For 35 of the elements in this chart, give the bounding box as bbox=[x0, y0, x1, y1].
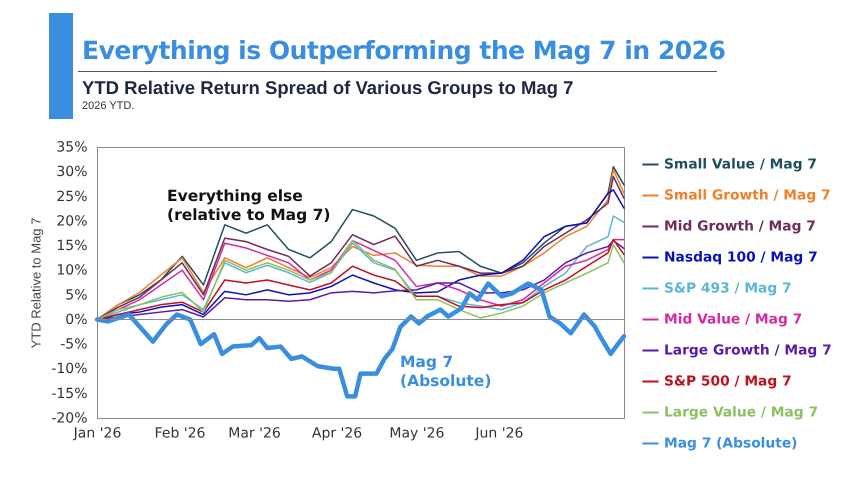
legend-label: Large Growth / Mag 7 bbox=[664, 342, 832, 358]
y-tick-label: 10% bbox=[56, 262, 88, 279]
y-tick-label: 0% bbox=[65, 312, 88, 328]
y-tick-label: 30% bbox=[56, 164, 88, 180]
y-tick-label: 5% bbox=[65, 287, 88, 304]
legend-label: S&P 493 / Mag 7 bbox=[664, 280, 792, 296]
annotation: Mag 7 (Absolute) bbox=[400, 353, 492, 390]
x-tick-label: Jan '26 bbox=[72, 426, 122, 442]
chart-title: Everything is Outperforming the Mag 7 in 2026 bbox=[82, 36, 726, 65]
annotation: Everything else (relative to Mag 7) bbox=[167, 187, 330, 224]
y-tick-label: 20% bbox=[56, 213, 88, 230]
x-tick-label: Jun '26 bbox=[474, 426, 524, 442]
y-tick-label: -10% bbox=[51, 361, 88, 378]
legend-label: Mag 7 (Absolute) bbox=[664, 436, 798, 452]
legend-label: S&P 500 / Mag 7 bbox=[664, 374, 792, 390]
y-tick-label: -5% bbox=[60, 336, 88, 353]
legend-label: Small Growth / Mag 7 bbox=[664, 188, 831, 204]
legend-label: Nasdaq 100 / Mag 7 bbox=[664, 250, 818, 266]
legend-label: Mid Growth / Mag 7 bbox=[664, 218, 816, 234]
legend-label: Mid Value / Mag 7 bbox=[664, 312, 802, 328]
y-axis-title: YTD Relative to Mag 7 bbox=[28, 218, 44, 348]
legend-label: Large Value / Mag 7 bbox=[664, 404, 818, 420]
x-tick-label: Feb '26 bbox=[154, 426, 206, 442]
y-tick-label: 15% bbox=[56, 238, 88, 254]
legend-label: Small Value / Mag 7 bbox=[664, 156, 817, 172]
x-tick-label: Apr '26 bbox=[312, 426, 362, 442]
line-series bbox=[94, 281, 626, 399]
chart-subtitle: YTD Relative Return Spread of Various Groups to Mag 7 bbox=[82, 77, 574, 99]
y-tick-label: -20% bbox=[51, 410, 88, 426]
text: 2026 YTD. bbox=[82, 100, 134, 112]
y-tick-label: -15% bbox=[51, 386, 88, 402]
x-tick-label: Mar '26 bbox=[228, 426, 281, 442]
y-tick-label: 25% bbox=[56, 188, 88, 205]
x-tick-label: May '26 bbox=[389, 426, 445, 442]
y-tick-label: 35% bbox=[56, 140, 88, 156]
